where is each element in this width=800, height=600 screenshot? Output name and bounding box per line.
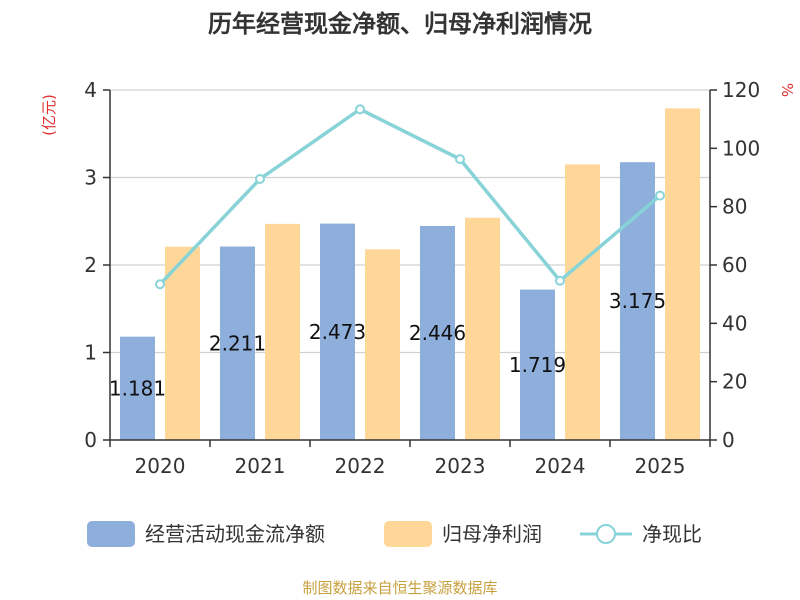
x-tick-label: 2025	[635, 454, 686, 478]
bar-operating-cashflow	[520, 289, 555, 440]
legend-label-ratio: 净现比	[642, 522, 702, 546]
bar-operating-cashflow	[120, 336, 155, 440]
x-tick-label: 2024	[535, 454, 586, 478]
legend-label-cashflow: 经营活动现金流净额	[145, 522, 325, 546]
data-label: 2.473	[309, 320, 366, 344]
ratio-line-path	[158, 107, 662, 286]
data-label: 2.211	[209, 331, 266, 355]
right-tick-label: 20	[722, 370, 747, 394]
ratio-point	[555, 275, 565, 286]
bar-net-profit	[565, 164, 600, 440]
ratio-point	[655, 190, 665, 201]
ratio-point	[255, 173, 265, 184]
left-tick-label: 1	[84, 341, 97, 365]
x-tick-label: 2021	[235, 454, 286, 478]
data-label: 2.446	[409, 321, 466, 345]
legend-swatch-net-profit	[384, 521, 432, 547]
x-tick-label: 2022	[335, 454, 386, 478]
left-tick-label: 2	[84, 253, 97, 277]
legend: 经营活动现金流净额 归母净利润 净现比	[87, 521, 702, 547]
data-label: 1.719	[509, 353, 566, 377]
gridlines	[110, 89, 710, 354]
right-tick-label: 100	[722, 136, 760, 160]
right-tick-label: 120	[722, 78, 760, 102]
ratio-point	[455, 154, 465, 165]
data-label: 3.175	[609, 289, 666, 313]
bar-net-profit	[365, 249, 400, 440]
bar-operating-cashflow	[420, 225, 455, 440]
legend-label-net-profit: 归母净利润	[442, 522, 542, 546]
left-axis-unit: (亿元)	[40, 94, 58, 136]
data-label: 1.181	[109, 376, 166, 400]
legend-swatch-cashflow	[87, 521, 135, 547]
left-tick-label: 3	[84, 166, 97, 190]
bar-net-profit	[465, 217, 500, 440]
right-tick-label: 0	[722, 428, 735, 452]
ratio-point	[155, 279, 165, 290]
right-tick-label: 60	[722, 253, 747, 277]
left-tick-label: 0	[84, 428, 97, 452]
ratio-line	[155, 104, 665, 290]
bar-operating-cashflow	[620, 162, 655, 440]
bar-net-profit	[265, 223, 300, 440]
bar-operating-cashflow	[320, 223, 355, 440]
source-note: 制图数据来自恒生聚源数据库	[302, 579, 497, 597]
bar-operating-cashflow	[220, 246, 255, 440]
x-tick-label: 2020	[135, 454, 186, 478]
data-labels: 1.181 2.211 2.473 2.446 1.719 3.175	[109, 289, 666, 400]
chart-title: 历年经营现金净额、归母净利润情况	[208, 10, 592, 38]
right-tick-label: 80	[722, 195, 747, 219]
bar-net-profit	[665, 108, 700, 440]
ratio-point	[355, 104, 365, 115]
left-tick-label: 4	[84, 78, 97, 102]
x-tick-label: 2023	[435, 454, 486, 478]
bars	[120, 108, 700, 440]
right-axis-unit: %	[778, 83, 796, 97]
right-tick-label: 40	[722, 311, 747, 335]
bar-net-profit	[165, 246, 200, 440]
legend-marker-ratio	[596, 524, 616, 544]
axes	[103, 89, 717, 447]
